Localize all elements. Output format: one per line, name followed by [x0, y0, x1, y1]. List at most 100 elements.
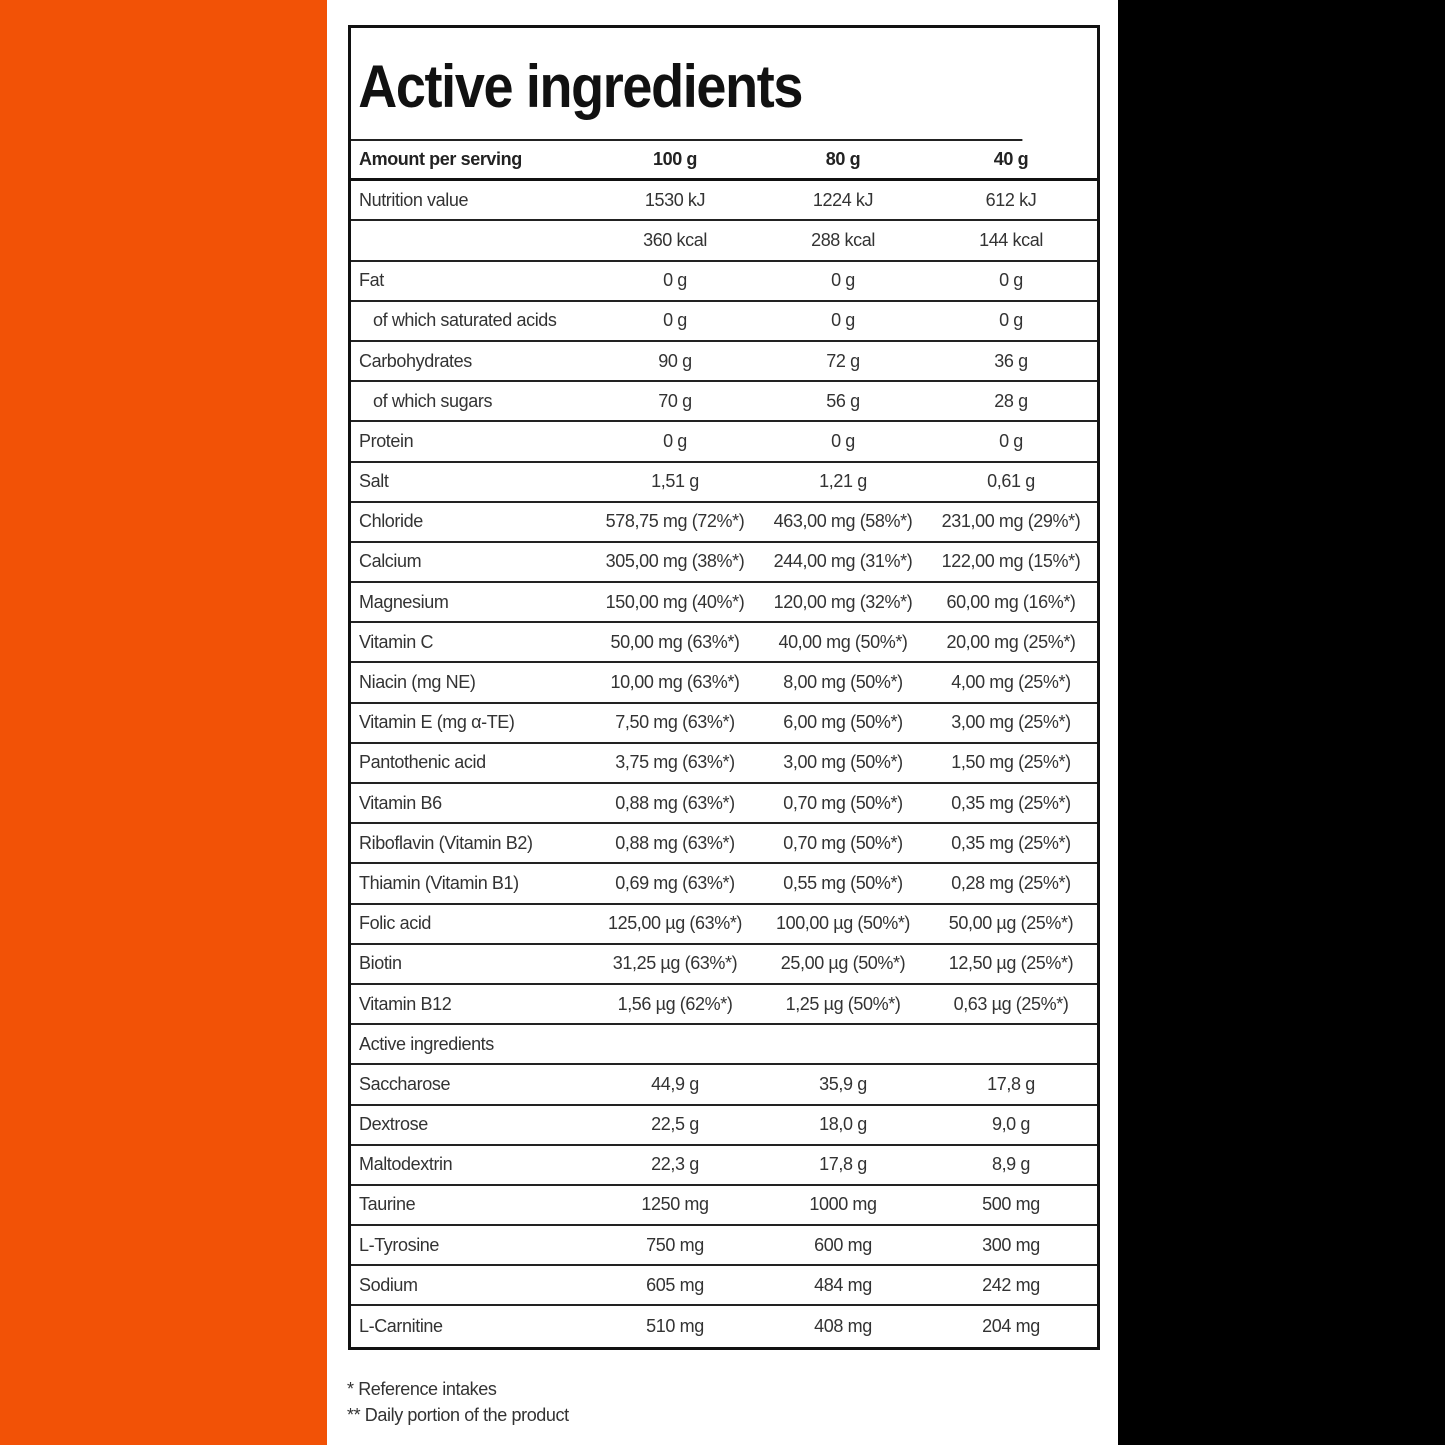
table-row: Carbohydrates 90 g 72 g 36 g	[351, 342, 1097, 383]
row-value: 120,00 mg (32%*)	[773, 591, 913, 612]
table-row: Riboflavin (Vitamin B2) 0,88 mg (63%*) 0,7…	[351, 824, 1097, 865]
row-value: 510 mg	[646, 1316, 704, 1337]
table-row: Vitamin B12 1,56 µg (62%*) 1,25 µg (50%*) 0…	[351, 985, 1097, 1026]
row-value: 100,00 µg (50%*)	[775, 913, 911, 934]
row-label: Maltodextrin	[359, 1154, 453, 1175]
row-value: 7,50 mg (63%*)	[615, 712, 735, 733]
table-row: Pantothenic acid 3,75 mg (63%*) 3,00 mg (5…	[351, 744, 1097, 784]
table-row: Saccharose 44,9 g 35,9 g 17,8 g	[351, 1065, 1097, 1106]
table-row: L-Tyrosine 750 mg 600 mg 300 mg	[351, 1226, 1097, 1267]
row-value: 0 g	[831, 430, 855, 451]
table-row: Taurine 1250 mg 1000 mg 500 mg	[351, 1186, 1097, 1227]
row-value: 0,63 µg (25%*)	[953, 993, 1069, 1014]
row-label: Active ingredients	[359, 1033, 494, 1054]
table-row: Maltodextrin 22,3 g 17,8 g 8,9 g	[351, 1146, 1097, 1186]
row-value: 0,35 mg (25%*)	[951, 792, 1071, 813]
row-label: of which sugars	[373, 390, 493, 411]
row-value: 3,75 mg (63%*)	[615, 752, 735, 773]
table-row: Salt 1,51 g 1,21 g 0,61 g	[351, 463, 1097, 503]
row-value: 44,9 g	[651, 1073, 699, 1094]
row-value: 0,28 mg (25%*)	[951, 872, 1071, 893]
row-value: 72 g	[826, 350, 860, 371]
row-value: 1224 kJ	[812, 189, 874, 210]
row-value: 0,88 mg (63%*)	[615, 792, 735, 813]
row-label: Salt	[359, 471, 389, 492]
row-value: 500 mg	[982, 1194, 1040, 1215]
row-label: Vitamin B6	[359, 792, 442, 813]
nutrition-table: Active ingredients Amount per serving 10…	[348, 25, 1100, 1350]
row-value: 22,3 g	[651, 1154, 699, 1175]
table-row: Active ingredients	[351, 1025, 1097, 1066]
row-value: 1250 mg	[641, 1194, 709, 1215]
row-value: 1,51 g	[651, 471, 699, 492]
footnote-daily-portion: ** Daily portion of the product	[347, 1405, 569, 1425]
row-value: 0,70 mg (50%*)	[783, 792, 903, 813]
table-row: L-Carnitine 510 mg 408 mg 204 mg	[351, 1306, 1097, 1346]
row-label: Riboflavin (Vitamin B2)	[359, 832, 533, 853]
row-value: 90 g	[658, 350, 692, 371]
row-value: 463,00 mg (58%*)	[773, 511, 913, 532]
row-value: 612 kJ	[985, 189, 1037, 210]
row-label: Vitamin C	[359, 631, 434, 652]
table-row: Protein 0 g 0 g 0 g	[351, 422, 1097, 463]
row-label: Sodium	[359, 1274, 418, 1295]
row-value: 50,00 µg (25%*)	[948, 913, 1074, 934]
row-label: L-Carnitine	[359, 1316, 443, 1337]
table-row: Nutrition value 1530 kJ 1224 kJ 612 kJ	[351, 181, 1097, 222]
row-value: 8,9 g	[991, 1154, 1031, 1175]
row-value: 35,9 g	[819, 1073, 867, 1094]
row-value: 1530 kJ	[644, 189, 706, 210]
row-value: 28 g	[994, 390, 1028, 411]
row-label: Protein	[359, 430, 414, 451]
row-label: Folic acid	[359, 913, 432, 934]
row-label: Vitamin B12	[359, 993, 452, 1014]
table-row: Dextrose 22,5 g 18,0 g 9,0 g	[351, 1106, 1097, 1146]
row-value: 0,69 mg (63%*)	[615, 872, 735, 893]
row-value: 4,00 mg (25%*)	[951, 672, 1071, 693]
table-row: Calcium 305,00 mg (38%*) 244,00 mg (31%*) 1…	[351, 543, 1097, 584]
footnote-reference-intakes: * Reference intakes	[347, 1379, 497, 1399]
row-label: Pantothenic acid	[359, 752, 486, 773]
row-value: 3,00 mg (25%*)	[951, 712, 1071, 733]
row-label: Chloride	[359, 511, 423, 532]
table-row: Folic acid 125,00 µg (63%*) 100,00 µg (50%…	[351, 905, 1097, 945]
row-value: 204 mg	[982, 1316, 1040, 1337]
header-label: Amount per serving	[359, 149, 522, 170]
row-value: 0,35 mg (25%*)	[951, 832, 1071, 853]
table-row: Chloride 578,75 mg (72%*) 463,00 mg (58%*)…	[351, 503, 1097, 543]
table-row: Biotin 31,25 µg (63%*) 25,00 µg (50%*) 12,5…	[351, 945, 1097, 985]
row-value: 31,25 µg (63%*)	[612, 953, 738, 974]
row-value: 60,00 mg (16%*)	[946, 591, 1076, 612]
table-row: of which saturated acids 0 g 0 g 0 g	[351, 302, 1097, 342]
row-value: 25,00 µg (50%*)	[780, 953, 906, 974]
row-value: 22,5 g	[651, 1114, 699, 1135]
row-value: 0 g	[999, 310, 1023, 331]
row-value: 1000 mg	[809, 1194, 877, 1215]
table-row: 360 kcal 288 kcal 144 kcal	[351, 221, 1097, 262]
row-value: 40,00 mg (50%*)	[778, 631, 908, 652]
row-label: Nutrition value	[359, 189, 469, 210]
table-row: Fat 0 g 0 g 0 g	[351, 262, 1097, 302]
row-value: 1,25 µg (50%*)	[785, 993, 901, 1014]
row-value: 1,50 mg (25%*)	[951, 752, 1071, 773]
row-value: 125,00 µg (63%*)	[607, 913, 743, 934]
row-label: Magnesium	[359, 591, 449, 612]
row-value: 0 g	[663, 310, 687, 331]
row-label: Fat	[359, 270, 384, 291]
row-value: 144 kcal	[979, 229, 1043, 250]
row-label: Biotin	[359, 953, 402, 974]
row-value: 12,50 µg (25%*)	[948, 953, 1074, 974]
black-side-panel	[1118, 0, 1445, 1445]
row-label: Thiamin (Vitamin B1)	[359, 872, 519, 893]
table-title: Active ingredients	[351, 28, 1023, 141]
row-value: 150,00 mg (40%*)	[605, 591, 745, 612]
row-value: 244,00 mg (31%*)	[773, 551, 913, 572]
row-label: Carbohydrates	[359, 350, 472, 371]
row-value: 36 g	[994, 350, 1028, 371]
header-40g: 40 g	[993, 149, 1029, 170]
row-value: 0 g	[999, 270, 1023, 291]
row-value: 0 g	[663, 430, 687, 451]
row-label: Taurine	[359, 1194, 416, 1215]
row-value: 56 g	[826, 390, 860, 411]
row-label: L-Tyrosine	[359, 1234, 440, 1255]
